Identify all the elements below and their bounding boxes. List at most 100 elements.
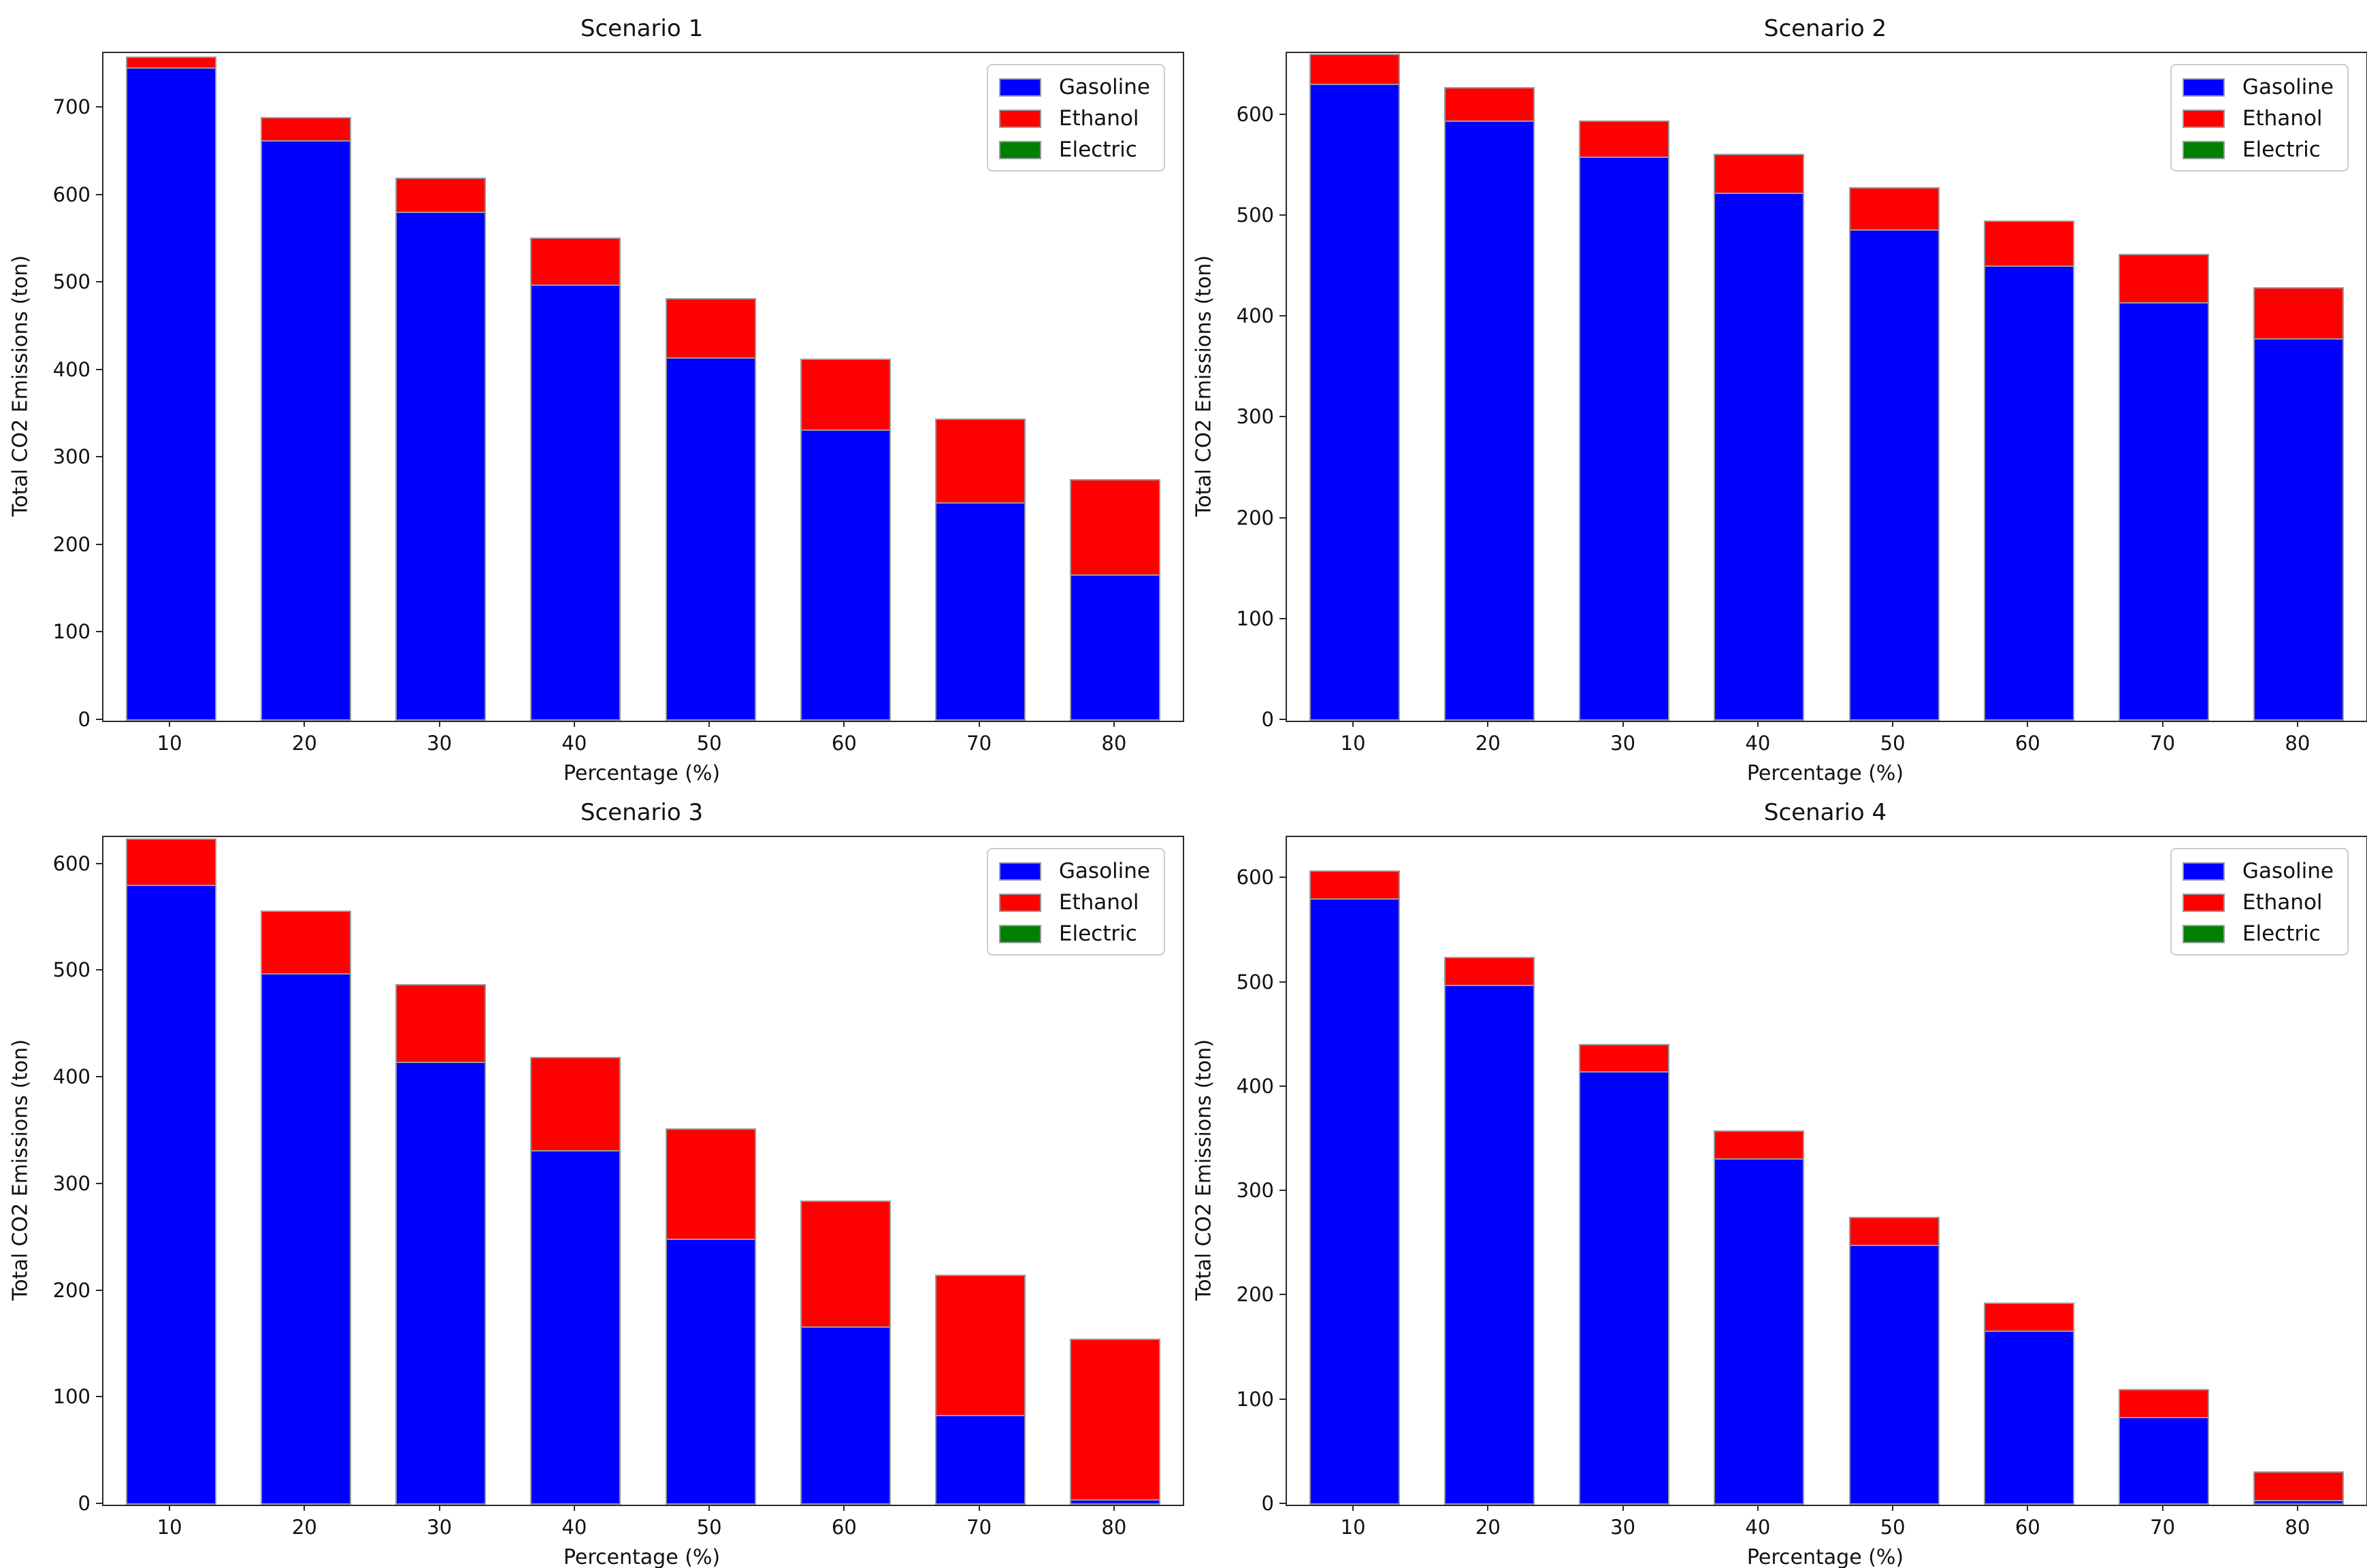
bar-stack-20: [260, 837, 351, 1505]
x-tick-mark: [1352, 721, 1354, 727]
bar-segment-ethanol: [935, 1274, 1026, 1416]
chart-title: Scenario 2: [1763, 15, 1887, 42]
bar-segment-gasoline: [395, 1063, 487, 1505]
y-tick-label: 600: [52, 851, 91, 875]
chart-scenario-2: Scenario 2 0 100 200 300 400 500 600 10 20 30 40 50 6…: [1184, 0, 2367, 785]
legend-entry-gasoline: Gasoline: [998, 859, 1150, 883]
bar-stack-40: [530, 837, 621, 1505]
bar-segment-gasoline: [1309, 85, 1400, 721]
x-tick-label: 60: [2014, 1516, 2040, 1539]
bar-segment-ethanol: [665, 1128, 756, 1241]
x-tick-label: 20: [1475, 732, 1501, 755]
x-tick-label: 60: [2014, 732, 2040, 755]
x-tick-mark: [2296, 1505, 2298, 1511]
bar-segment-ethanol: [800, 1200, 891, 1328]
legend-entry-ethanol: Ethanol: [2182, 106, 2334, 131]
x-tick-label: 50: [1880, 1516, 1906, 1539]
x-tick-label: 20: [291, 732, 317, 755]
bar-segment-ethanol: [260, 911, 351, 975]
y-tick-label: 400: [1236, 1074, 1274, 1098]
bar-stack-70: [935, 53, 1026, 721]
x-tick-label: 10: [1340, 732, 1366, 755]
y-tick-mark: [1279, 877, 1286, 879]
x-tick-mark: [1892, 721, 1894, 727]
bar-segment-gasoline: [1070, 575, 1161, 721]
x-tick-label: 80: [2285, 1516, 2311, 1539]
legend-swatch-ethanol: [998, 893, 1041, 912]
x-tick-label: 70: [2150, 1516, 2176, 1539]
bar-stack-80: [1070, 837, 1161, 1505]
y-tick-label: 600: [1236, 866, 1274, 889]
chart-scenario-4: Scenario 4 0 100 200 300 400 500 600 10 20 30 40 50 6…: [1184, 784, 2367, 1568]
x-tick-label: 70: [966, 1516, 992, 1539]
x-tick-mark: [304, 1505, 306, 1511]
legend-label: Ethanol: [1058, 890, 1139, 915]
legend-box: Gasoline Ethanol Electric: [986, 848, 1165, 956]
bar-segment-gasoline: [1443, 121, 1535, 721]
y-tick-label: 400: [52, 357, 91, 381]
x-tick-mark: [573, 721, 575, 727]
x-tick-label: 30: [1610, 732, 1636, 755]
plot-area: [1286, 836, 2367, 1506]
bar-stack-70: [2119, 53, 2210, 721]
y-tick-mark: [96, 1076, 102, 1078]
x-tick-mark: [708, 721, 711, 727]
legend-swatch-gasoline: [2182, 78, 2225, 97]
bar-stack-30: [1579, 53, 1670, 721]
chart-title: Scenario 3: [580, 799, 704, 826]
y-tick-label: 0: [78, 1492, 91, 1515]
y-tick-label: 500: [52, 270, 91, 294]
y-tick-mark: [96, 1182, 102, 1184]
y-tick-label: 600: [52, 182, 91, 206]
legend-label: Electric: [2242, 921, 2321, 946]
chart-title: Scenario 1: [580, 15, 704, 42]
y-tick-mark: [96, 1503, 102, 1504]
y-tick-mark: [1279, 113, 1286, 115]
legend-swatch-ethanol: [2182, 893, 2225, 912]
legend-label: Electric: [1058, 137, 1137, 162]
x-axis-label: Percentage (%): [1746, 1546, 1904, 1568]
legend-label: Ethanol: [2242, 106, 2323, 131]
legend-entry-gasoline: Gasoline: [2182, 859, 2334, 883]
bar-segment-gasoline: [800, 431, 891, 721]
bar-segment-gasoline: [1309, 899, 1400, 1505]
x-tick-label: 20: [291, 1516, 317, 1539]
bar-segment-gasoline: [530, 1152, 621, 1505]
x-tick-mark: [2027, 721, 2029, 727]
x-tick-mark: [1757, 1505, 1759, 1511]
y-tick-label: 400: [1236, 304, 1274, 328]
legend-swatch-electric: [998, 924, 1041, 943]
x-tick-label: 50: [696, 732, 722, 755]
bar-segment-ethanol: [1070, 1338, 1161, 1501]
x-tick-mark: [843, 721, 845, 727]
y-tick-mark: [1279, 214, 1286, 216]
legend-entry-electric: Electric: [2182, 921, 2334, 946]
x-tick-mark: [438, 1505, 440, 1511]
x-tick-mark: [1352, 1505, 1354, 1511]
y-tick-label: 200: [1236, 506, 1274, 529]
bar-segment-ethanol: [1983, 220, 2074, 267]
bar-segment-ethanol: [530, 238, 621, 286]
bar-stack-10: [125, 837, 216, 1505]
legend-label: Electric: [1058, 921, 1137, 946]
bar-stack-40: [1714, 53, 1805, 721]
y-tick-mark: [96, 862, 102, 864]
bar-segment-ethanol: [2119, 1388, 2210, 1418]
bar-stack-10: [1309, 837, 1400, 1505]
y-tick-label: 600: [1236, 102, 1274, 126]
y-tick-label: 500: [1236, 203, 1274, 227]
legend-label: Electric: [2242, 137, 2321, 162]
y-tick-label: 300: [1236, 1179, 1274, 1203]
legend-swatch-ethanol: [998, 109, 1041, 128]
x-tick-mark: [1622, 1505, 1624, 1511]
bar-stack-60: [1983, 837, 2074, 1505]
bar-stack-30: [395, 53, 487, 721]
bar-stack-60: [800, 53, 891, 721]
bar-segment-gasoline: [2119, 303, 2210, 721]
x-tick-label: 10: [157, 1516, 182, 1539]
y-tick-label: 100: [52, 1385, 91, 1409]
chart-title: Scenario 4: [1763, 799, 1887, 826]
bar-segment-gasoline: [935, 504, 1026, 721]
x-tick-label: 60: [831, 732, 857, 755]
